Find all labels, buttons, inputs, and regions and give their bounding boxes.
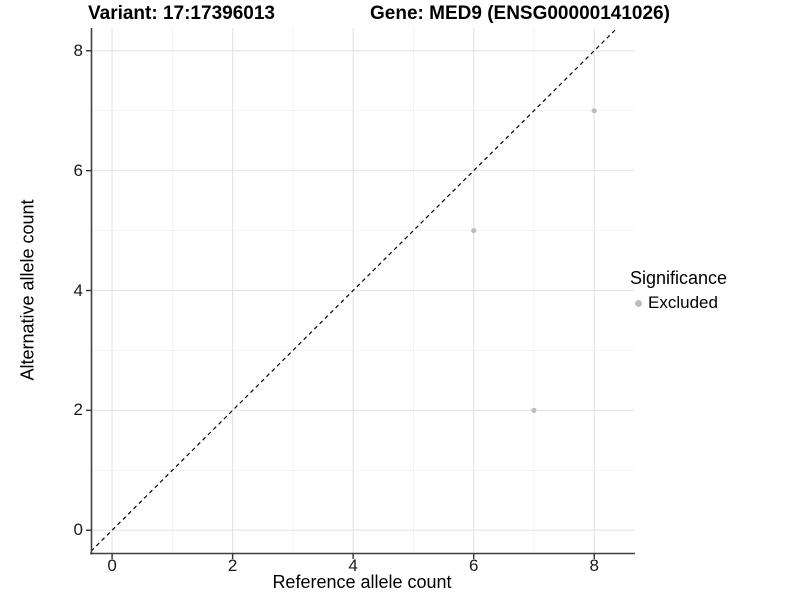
legend-entry-label: Excluded	[648, 293, 718, 312]
y-tick-label: 2	[73, 400, 83, 420]
y-tick-label: 4	[73, 280, 83, 300]
legend: Significance Excluded	[630, 268, 727, 313]
x-tick-label: 8	[589, 556, 599, 575]
x-tick-label: 6	[468, 556, 479, 575]
excluded-point-icon	[635, 299, 642, 307]
x-axis-title: Reference allele count	[272, 572, 452, 592]
y-tick-label: 0	[73, 520, 83, 540]
identity-dashed-line	[90, 27, 618, 552]
gene-title: Gene: MED9 (ENSG00000141026)	[370, 3, 670, 24]
y-tick-label: 6	[73, 160, 83, 180]
data-point	[471, 227, 477, 234]
legend-entry-excluded: Excluded	[630, 293, 727, 313]
x-tick-label: 2	[227, 556, 238, 575]
legend-title: Significance	[630, 268, 728, 288]
x-tick-label: 4	[348, 556, 358, 575]
variant-title: Variant: 17:17396013	[88, 3, 275, 24]
data-point	[591, 108, 597, 114]
y-tick-label: 8	[73, 40, 83, 60]
data-point	[531, 407, 537, 413]
x-tick-label: 0	[107, 556, 117, 575]
